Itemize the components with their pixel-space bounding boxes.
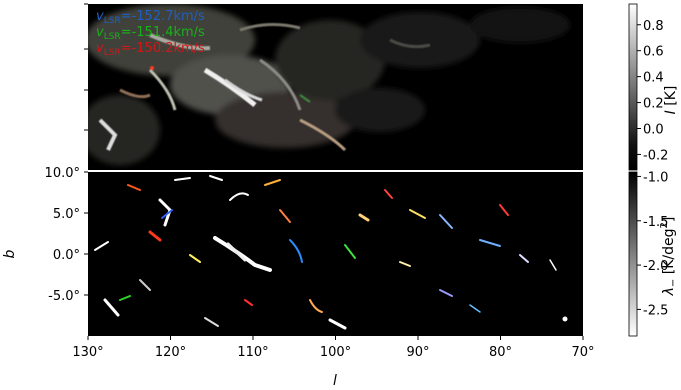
velocity-label-blue: vLSR=-152.7km/s bbox=[96, 9, 205, 26]
top-colorbar-ticks: 0.8 0.6 0.4 0.2 0.0 -0.2 bbox=[637, 19, 668, 163]
colorbar-tick-label: 0.6 bbox=[643, 45, 664, 60]
colorbar-tick-label: 0.2 bbox=[643, 97, 664, 112]
x-tick-label: 80° bbox=[489, 345, 512, 360]
colorbar-tick-label: -0.2 bbox=[643, 148, 668, 163]
x-axis-label: l bbox=[333, 373, 337, 389]
x-axis: 130° 120° 110° 100° 90° 80° 70° bbox=[72, 336, 595, 360]
x-tick-label: 70° bbox=[571, 345, 594, 360]
top-colorbar-label: I [K] bbox=[663, 86, 679, 115]
top-colorbar-gradient bbox=[628, 3, 638, 171]
bottom-filament-image bbox=[94, 175, 568, 330]
colorbar-tick-label: -1.5 bbox=[643, 215, 668, 230]
y-tick-label: 0.0° bbox=[53, 248, 80, 263]
y-axis: 10.0° 5.0° 0.0° -5.0° bbox=[45, 166, 88, 304]
colorbar-tick-label: 0.0 bbox=[643, 123, 664, 138]
top-colorbar: 0.8 0.6 0.4 0.2 0.0 -0.2 I [K] bbox=[628, 3, 679, 171]
colorbar-tick-label: 0.4 bbox=[643, 71, 664, 86]
bottom-colorbar-ticks: -1.0 -1.5 -2.0 -2.5 bbox=[637, 170, 668, 318]
bottom-colorbar: -1.0 -1.5 -2.0 -2.5 λ− [K/deg2] bbox=[628, 170, 679, 337]
y-tick-label: -5.0° bbox=[48, 289, 80, 304]
x-tick-label: 130° bbox=[72, 345, 103, 360]
bottom-panel: 130° 120° 110° 100° 90° 80° 70° 10.0° 5.0° 0.0° -… bbox=[2, 166, 595, 389]
velocity-label-red: vLSR=-150.2km/s bbox=[96, 41, 205, 58]
x-tick-label: 100° bbox=[320, 345, 351, 360]
top-emission-image bbox=[88, 4, 570, 165]
y-tick-label: 10.0° bbox=[45, 166, 80, 181]
top-panel: vLSR=-152.7km/s vLSR=-151.4km/s vLSR=-15… bbox=[84, 3, 583, 170]
colorbar-tick-label: 0.8 bbox=[643, 19, 664, 34]
bottom-colorbar-gradient bbox=[628, 171, 638, 337]
y-tick-label: 5.0° bbox=[53, 207, 80, 222]
velocity-annotations: vLSR=-152.7km/s vLSR=-151.4km/s vLSR=-15… bbox=[96, 9, 205, 58]
x-tick-label: 110° bbox=[237, 345, 268, 360]
colorbar-tick-label: -2.5 bbox=[643, 303, 668, 318]
velocity-label-green: vLSR=-151.4km/s bbox=[96, 25, 205, 42]
bottom-panel-background bbox=[88, 172, 583, 336]
colorbar-tick-label: -1.0 bbox=[643, 170, 668, 185]
x-tick-label: 90° bbox=[406, 345, 429, 360]
x-tick-label: 120° bbox=[155, 345, 186, 360]
colorbar-tick-label: -2.0 bbox=[643, 259, 668, 274]
y-axis-label: b bbox=[2, 249, 18, 258]
bottom-colorbar-label: λ− [K/deg2] bbox=[659, 217, 679, 297]
top-y-minor-ticks bbox=[84, 3, 88, 131]
